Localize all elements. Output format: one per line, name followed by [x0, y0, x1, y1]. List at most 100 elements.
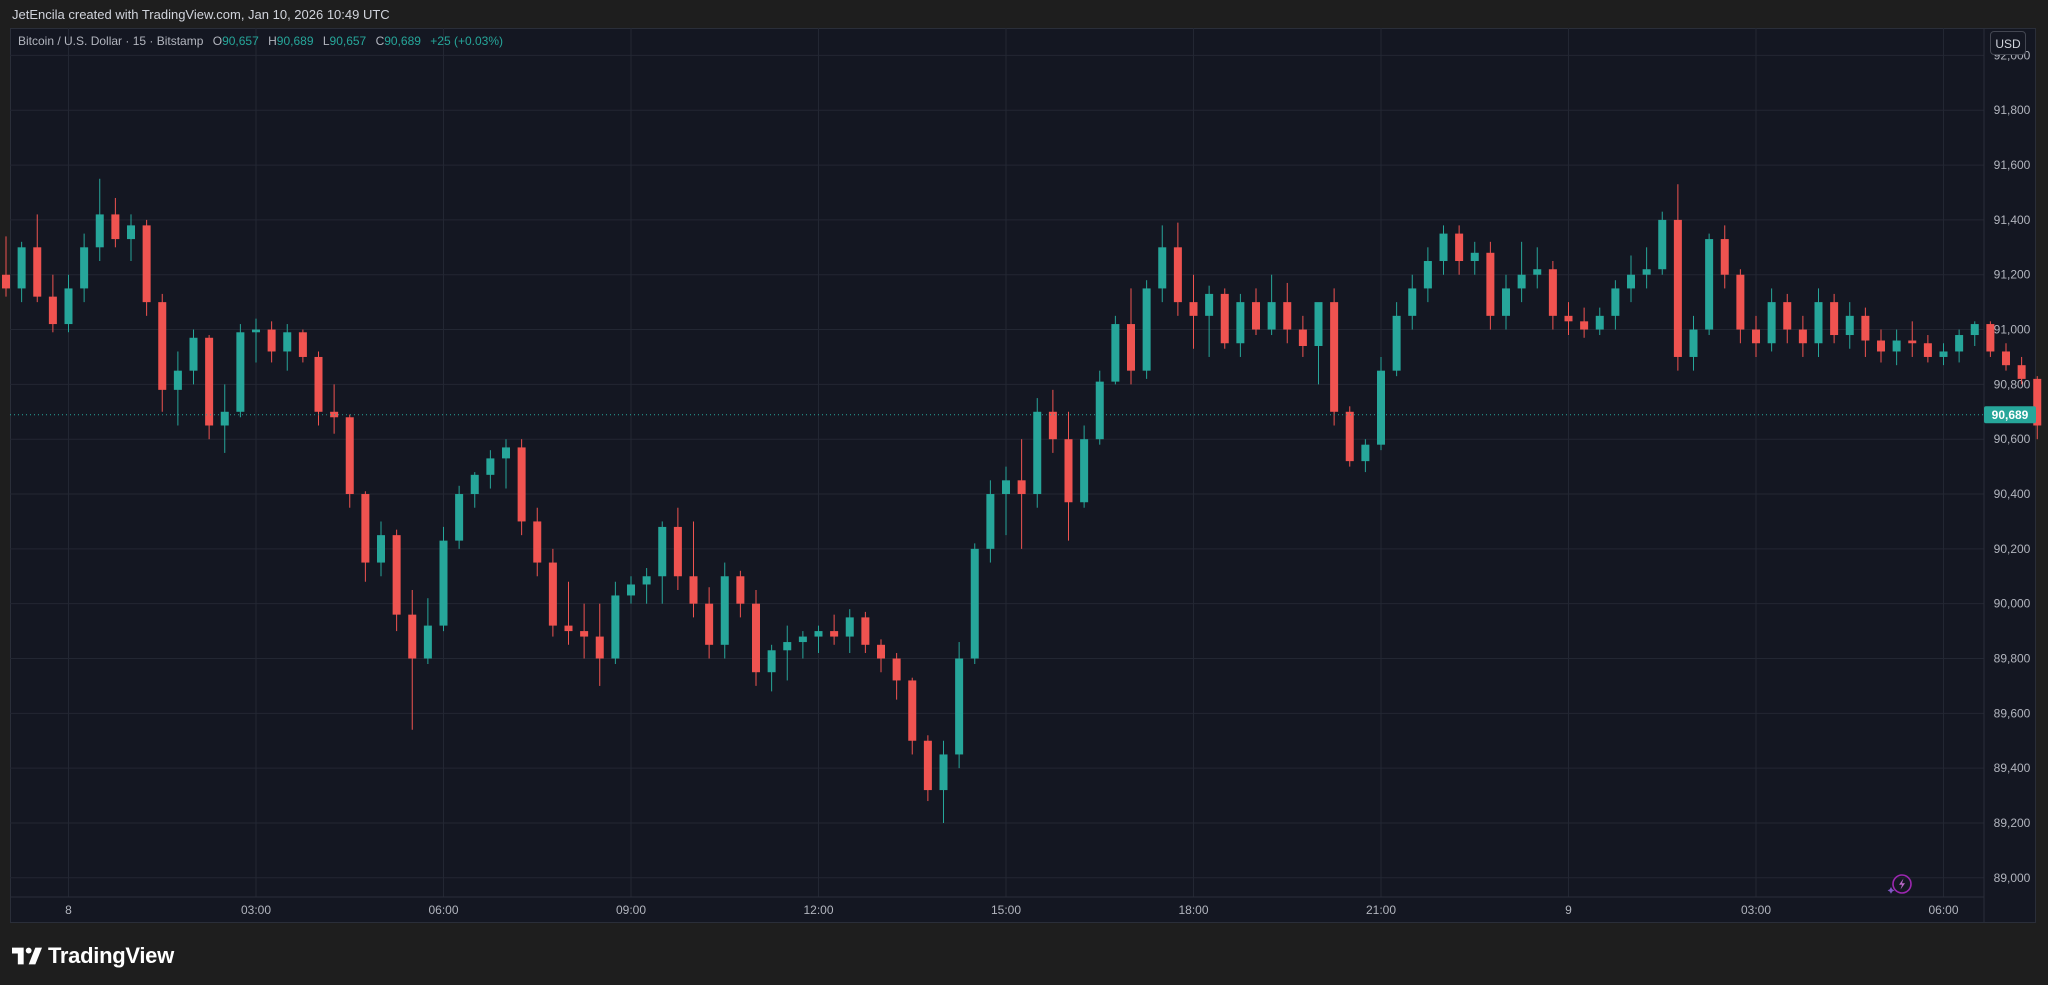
candle[interactable]: [2, 236, 10, 297]
candle[interactable]: [673, 507, 682, 590]
candle[interactable]: [1314, 302, 1323, 385]
candle[interactable]: [861, 611, 870, 654]
candle[interactable]: [314, 351, 323, 426]
candle[interactable]: [845, 609, 854, 654]
candle[interactable]: [830, 614, 839, 645]
candle[interactable]: [1408, 274, 1417, 330]
candle[interactable]: [1736, 269, 1745, 344]
candle[interactable]: [1330, 288, 1339, 426]
candle[interactable]: [80, 233, 89, 303]
candle[interactable]: [658, 521, 667, 604]
candle[interactable]: [1345, 406, 1354, 467]
candle[interactable]: [798, 631, 807, 659]
candle[interactable]: [189, 329, 198, 385]
candle[interactable]: [1580, 307, 1589, 338]
candle[interactable]: [1470, 241, 1479, 275]
candle[interactable]: [111, 197, 120, 248]
candle[interactable]: [173, 351, 182, 426]
candle[interactable]: [517, 439, 526, 536]
candle[interactable]: [2033, 376, 2042, 440]
candle[interactable]: [611, 581, 620, 664]
candle[interactable]: [1939, 343, 1948, 366]
candle[interactable]: [814, 625, 823, 654]
candle[interactable]: [377, 521, 385, 577]
candle[interactable]: [1689, 315, 1698, 371]
candle[interactable]: [1111, 315, 1120, 385]
candle[interactable]: [752, 589, 760, 686]
candle[interactable]: [1486, 241, 1495, 330]
candle[interactable]: [1017, 439, 1026, 549]
candle[interactable]: [1033, 398, 1042, 508]
candle[interactable]: [2002, 343, 2010, 371]
symbol-title[interactable]: Bitcoin / U.S. Dollar · 15 · Bitstamp: [18, 34, 204, 48]
candle[interactable]: [1892, 329, 1901, 366]
candle[interactable]: [939, 740, 948, 823]
candle[interactable]: [689, 521, 698, 618]
candle[interactable]: [1267, 274, 1276, 336]
candle[interactable]: [1970, 321, 1979, 346]
candle[interactable]: [1705, 233, 1714, 336]
candle[interactable]: [392, 529, 401, 632]
candle[interactable]: [502, 439, 510, 489]
candle[interactable]: [1627, 255, 1635, 303]
candle[interactable]: [877, 639, 885, 673]
candle[interactable]: [1048, 389, 1057, 453]
candle[interactable]: [142, 219, 151, 316]
candle[interactable]: [1298, 315, 1307, 357]
currency-button[interactable]: USD: [1990, 31, 2026, 55]
candle[interactable]: [220, 384, 229, 453]
candle[interactable]: [564, 581, 573, 645]
candle[interactable]: [48, 274, 57, 333]
candle[interactable]: [1595, 307, 1604, 336]
candle[interactable]: [1533, 247, 1542, 289]
candle[interactable]: [1658, 211, 1667, 275]
candle[interactable]: [595, 603, 604, 686]
candle[interactable]: [1220, 288, 1229, 349]
candle[interactable]: [736, 570, 745, 618]
candle[interactable]: [205, 335, 214, 440]
candle[interactable]: [236, 324, 245, 418]
candle[interactable]: [439, 526, 448, 632]
candle[interactable]: [158, 293, 167, 412]
candle[interactable]: [1752, 315, 1760, 357]
candle[interactable]: [1095, 370, 1104, 445]
candle[interactable]: [423, 598, 432, 664]
candle[interactable]: [1080, 425, 1089, 508]
candle[interactable]: [548, 548, 557, 637]
candle[interactable]: [17, 241, 26, 303]
candle[interactable]: [783, 625, 792, 681]
candle[interactable]: [486, 450, 495, 489]
candle[interactable]: [1548, 261, 1557, 330]
candle[interactable]: [970, 543, 979, 664]
candle[interactable]: [908, 677, 917, 755]
candle[interactable]: [95, 178, 104, 262]
candle[interactable]: [1502, 274, 1510, 330]
candle[interactable]: [1142, 280, 1151, 379]
candle[interactable]: [1673, 184, 1682, 371]
candle[interactable]: [1861, 307, 1870, 357]
candle[interactable]: [1720, 225, 1729, 289]
candle[interactable]: [1283, 282, 1292, 344]
candle[interactable]: [283, 324, 292, 371]
candle[interactable]: [252, 318, 260, 363]
candle[interactable]: [1189, 274, 1198, 349]
candle[interactable]: [1955, 329, 1964, 363]
candle[interactable]: [1564, 302, 1573, 336]
candle[interactable]: [986, 480, 995, 563]
candle[interactable]: [1845, 302, 1854, 349]
candle[interactable]: [580, 603, 589, 659]
candle[interactable]: [892, 653, 901, 700]
candle[interactable]: [1423, 247, 1432, 303]
candle[interactable]: [1127, 288, 1135, 385]
lightning-icon[interactable]: [1887, 874, 1912, 894]
candle[interactable]: [1986, 321, 1995, 357]
tradingview-logo[interactable]: TradingView: [12, 943, 174, 969]
candle[interactable]: [1783, 293, 1792, 344]
candle[interactable]: [1002, 466, 1010, 536]
candle[interactable]: [1830, 293, 1839, 344]
candle[interactable]: [1236, 293, 1245, 357]
candle[interactable]: [1455, 225, 1464, 275]
candle[interactable]: [923, 735, 932, 802]
candle[interactable]: [1767, 288, 1776, 352]
